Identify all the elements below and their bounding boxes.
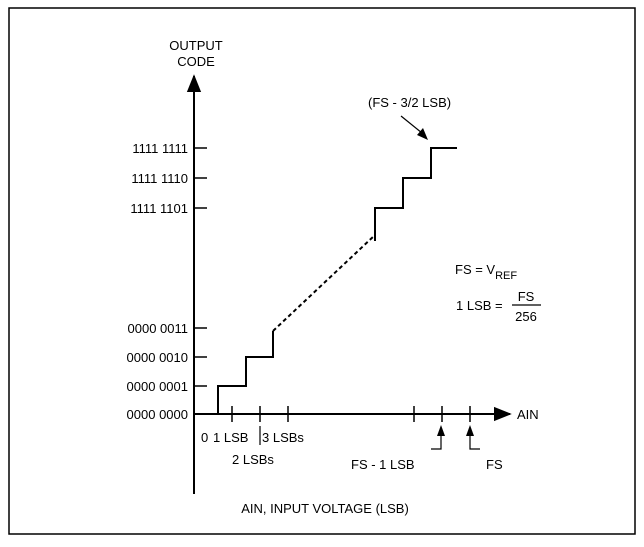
transfer-function bbox=[217, 147, 457, 414]
top-transition-label: (FS - 3/2 LSB) bbox=[368, 95, 451, 110]
fs-equation-sub: REF bbox=[495, 270, 517, 282]
y-tick-label: 0000 0001 bbox=[127, 379, 188, 394]
y-ticks bbox=[194, 147, 207, 415]
fs-equation-lhs: FS = V bbox=[455, 262, 495, 277]
y-tick-label: 1111 1110 bbox=[131, 171, 188, 186]
y-axis-label-line2: CODE bbox=[177, 54, 215, 69]
x-axis-end-label: AIN bbox=[517, 407, 539, 422]
fs-minus-one-arrow bbox=[437, 425, 445, 436]
y-tick-label: 0000 0010 bbox=[127, 350, 188, 365]
x-tick-label-zero: 0 bbox=[201, 430, 208, 445]
y-axis-label-line1: OUTPUT bbox=[169, 38, 223, 53]
fs-minus-one-leader bbox=[431, 433, 442, 450]
x-tick-label-fs-minus-one: FS - 1 LSB bbox=[351, 457, 415, 472]
x-ticks bbox=[231, 406, 471, 422]
y-tick-label: 0000 0011 bbox=[128, 321, 189, 336]
x-tick-label-one-lsb: 1 LSB bbox=[213, 430, 248, 445]
upper-steps bbox=[374, 147, 457, 241]
y-tick-label: 1111 1111 bbox=[132, 141, 188, 156]
lsb-equation-numerator: FS bbox=[518, 289, 535, 304]
x-tick-label-fs: FS bbox=[486, 457, 503, 472]
lower-steps bbox=[217, 331, 274, 414]
lsb-equation-denominator: 256 bbox=[515, 309, 537, 324]
top-transition-leader bbox=[400, 115, 423, 134]
top-transition-arrow bbox=[417, 128, 428, 140]
x-axis-label: AIN, INPUT VOLTAGE (LSB) bbox=[241, 501, 409, 516]
figure-border bbox=[8, 7, 636, 535]
fs-equation: FS = VREF bbox=[455, 262, 517, 282]
dashed-transition bbox=[272, 234, 376, 332]
x-tick-label-three-lsbs: 3 LSBs bbox=[262, 430, 304, 445]
y-tick-label: 0000 0000 bbox=[127, 407, 188, 422]
lsb-equation-lhs: 1 LSB = bbox=[456, 298, 503, 313]
fs-leader bbox=[469, 433, 480, 450]
x-tick-label-two-lsbs: 2 LSBs bbox=[232, 452, 274, 467]
fs-arrow bbox=[466, 425, 474, 436]
y-tick-label: 1111 1101 bbox=[130, 201, 188, 216]
